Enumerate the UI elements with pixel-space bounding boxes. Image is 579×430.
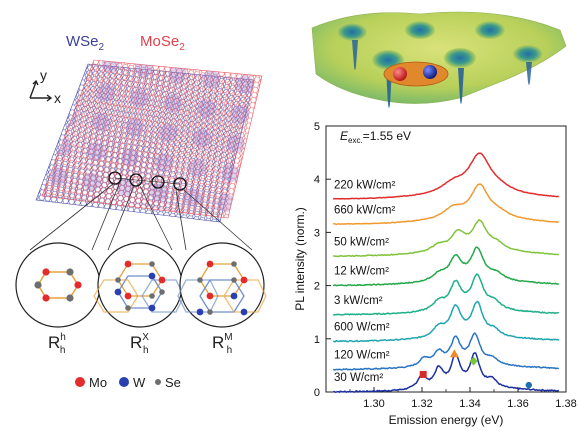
spectrum-line-0 <box>333 352 560 393</box>
x-axis-label: Emission energy (eV) <box>389 413 504 427</box>
excitation-label: Eexc.=1.55 eV <box>340 129 411 145</box>
y-tick-label-3: 3 <box>314 227 320 239</box>
series-label-2: 600 W/cm² <box>334 321 390 333</box>
spectra-series <box>332 152 560 393</box>
y-tick-label-5: 5 <box>314 121 320 133</box>
peak-marker-diamond <box>469 356 478 366</box>
peak-marker-circle <box>525 381 532 389</box>
series-label-1: 120 W/cm² <box>334 350 390 362</box>
x-tick-label-1: 1.32 <box>411 398 432 410</box>
legend-mo-label: Mo <box>89 375 107 390</box>
series-labels: 30 W/cm² 120 W/cm² 600 W/cm² 3 kW/cm² 12 kW/… <box>334 179 396 384</box>
x-tick-label-3: 1.36 <box>507 398 528 410</box>
series-label-6: 660 kW/cm² <box>334 204 396 216</box>
moire-potential-surface <box>311 11 567 108</box>
legend-w-label: W <box>133 375 146 390</box>
legend-mo-swatch <box>75 377 85 387</box>
pl-spectra-chart: 1.30 1.32 1.34 1.36 1.38 0 1 2 3 4 5 30 W/cm² 120 W… <box>293 121 577 427</box>
atom-legend: Mo W Se <box>75 375 181 390</box>
series-label-0: 30 W/cm² <box>334 372 383 384</box>
spectrum-line-4 <box>332 246 559 287</box>
axis-y-label: y <box>40 67 47 83</box>
wse2-label: WSe2 <box>66 33 105 53</box>
y-tick-label-4: 4 <box>314 174 320 186</box>
electron-sphere <box>393 67 407 81</box>
stacking-inset-rhm: RM h <box>177 242 267 356</box>
svg-text:Rhh: Rh h <box>48 332 66 356</box>
stacking-inset-rhx: RX h <box>93 242 185 356</box>
heterobilayer-illustration: WSe2 MoSe2 y x <box>15 33 267 390</box>
spectrum-line-5 <box>332 219 560 258</box>
hole-sphere <box>423 65 437 79</box>
series-label-5: 50 kW/cm² <box>334 236 389 248</box>
svg-text:RMh: RM h <box>212 332 233 356</box>
legend-se-label: Se <box>165 375 181 390</box>
legend-w-swatch <box>119 377 129 387</box>
spectrum-line-3 <box>332 273 559 316</box>
series-label-7: 220 kW/cm² <box>334 179 396 191</box>
y-tick-label-2: 2 <box>314 281 320 293</box>
y-tick-label-1: 1 <box>314 334 320 346</box>
peak-marker-square <box>419 370 427 378</box>
series-label-3: 3 kW/cm² <box>334 295 383 307</box>
x-tick-label-0: 1.30 <box>363 398 384 410</box>
svg-text:RXh: RX h <box>130 332 149 356</box>
highlighted-sites <box>108 171 187 191</box>
spectrum-line-7 <box>332 152 560 200</box>
x-tick-label-4: 1.38 <box>555 398 576 410</box>
axis-x-label: x <box>54 90 61 106</box>
peak-marker-triangle <box>449 349 459 358</box>
series-label-4: 12 kW/cm² <box>334 266 389 278</box>
moire-pattern <box>42 60 262 218</box>
zoom-connectors <box>29 181 253 251</box>
stacking-inset-rhh: Rh h <box>15 242 101 356</box>
spectrum-line-1 <box>332 332 560 371</box>
legend-se-swatch <box>155 379 161 385</box>
x-tick-label-2: 1.34 <box>459 398 480 410</box>
axis-ticks: 1.30 1.32 1.34 1.36 1.38 0 1 2 3 4 5 <box>314 121 577 410</box>
spectrum-line-6 <box>333 183 559 226</box>
y-axis-label: PL intensity (norm.) <box>293 207 307 311</box>
xy-axes-icon <box>29 79 53 102</box>
y-tick-label-0: 0 <box>314 387 320 399</box>
mose2-label: MoSe2 <box>140 33 185 53</box>
spectrum-line-2 <box>332 300 560 343</box>
peak-markers <box>419 349 532 389</box>
